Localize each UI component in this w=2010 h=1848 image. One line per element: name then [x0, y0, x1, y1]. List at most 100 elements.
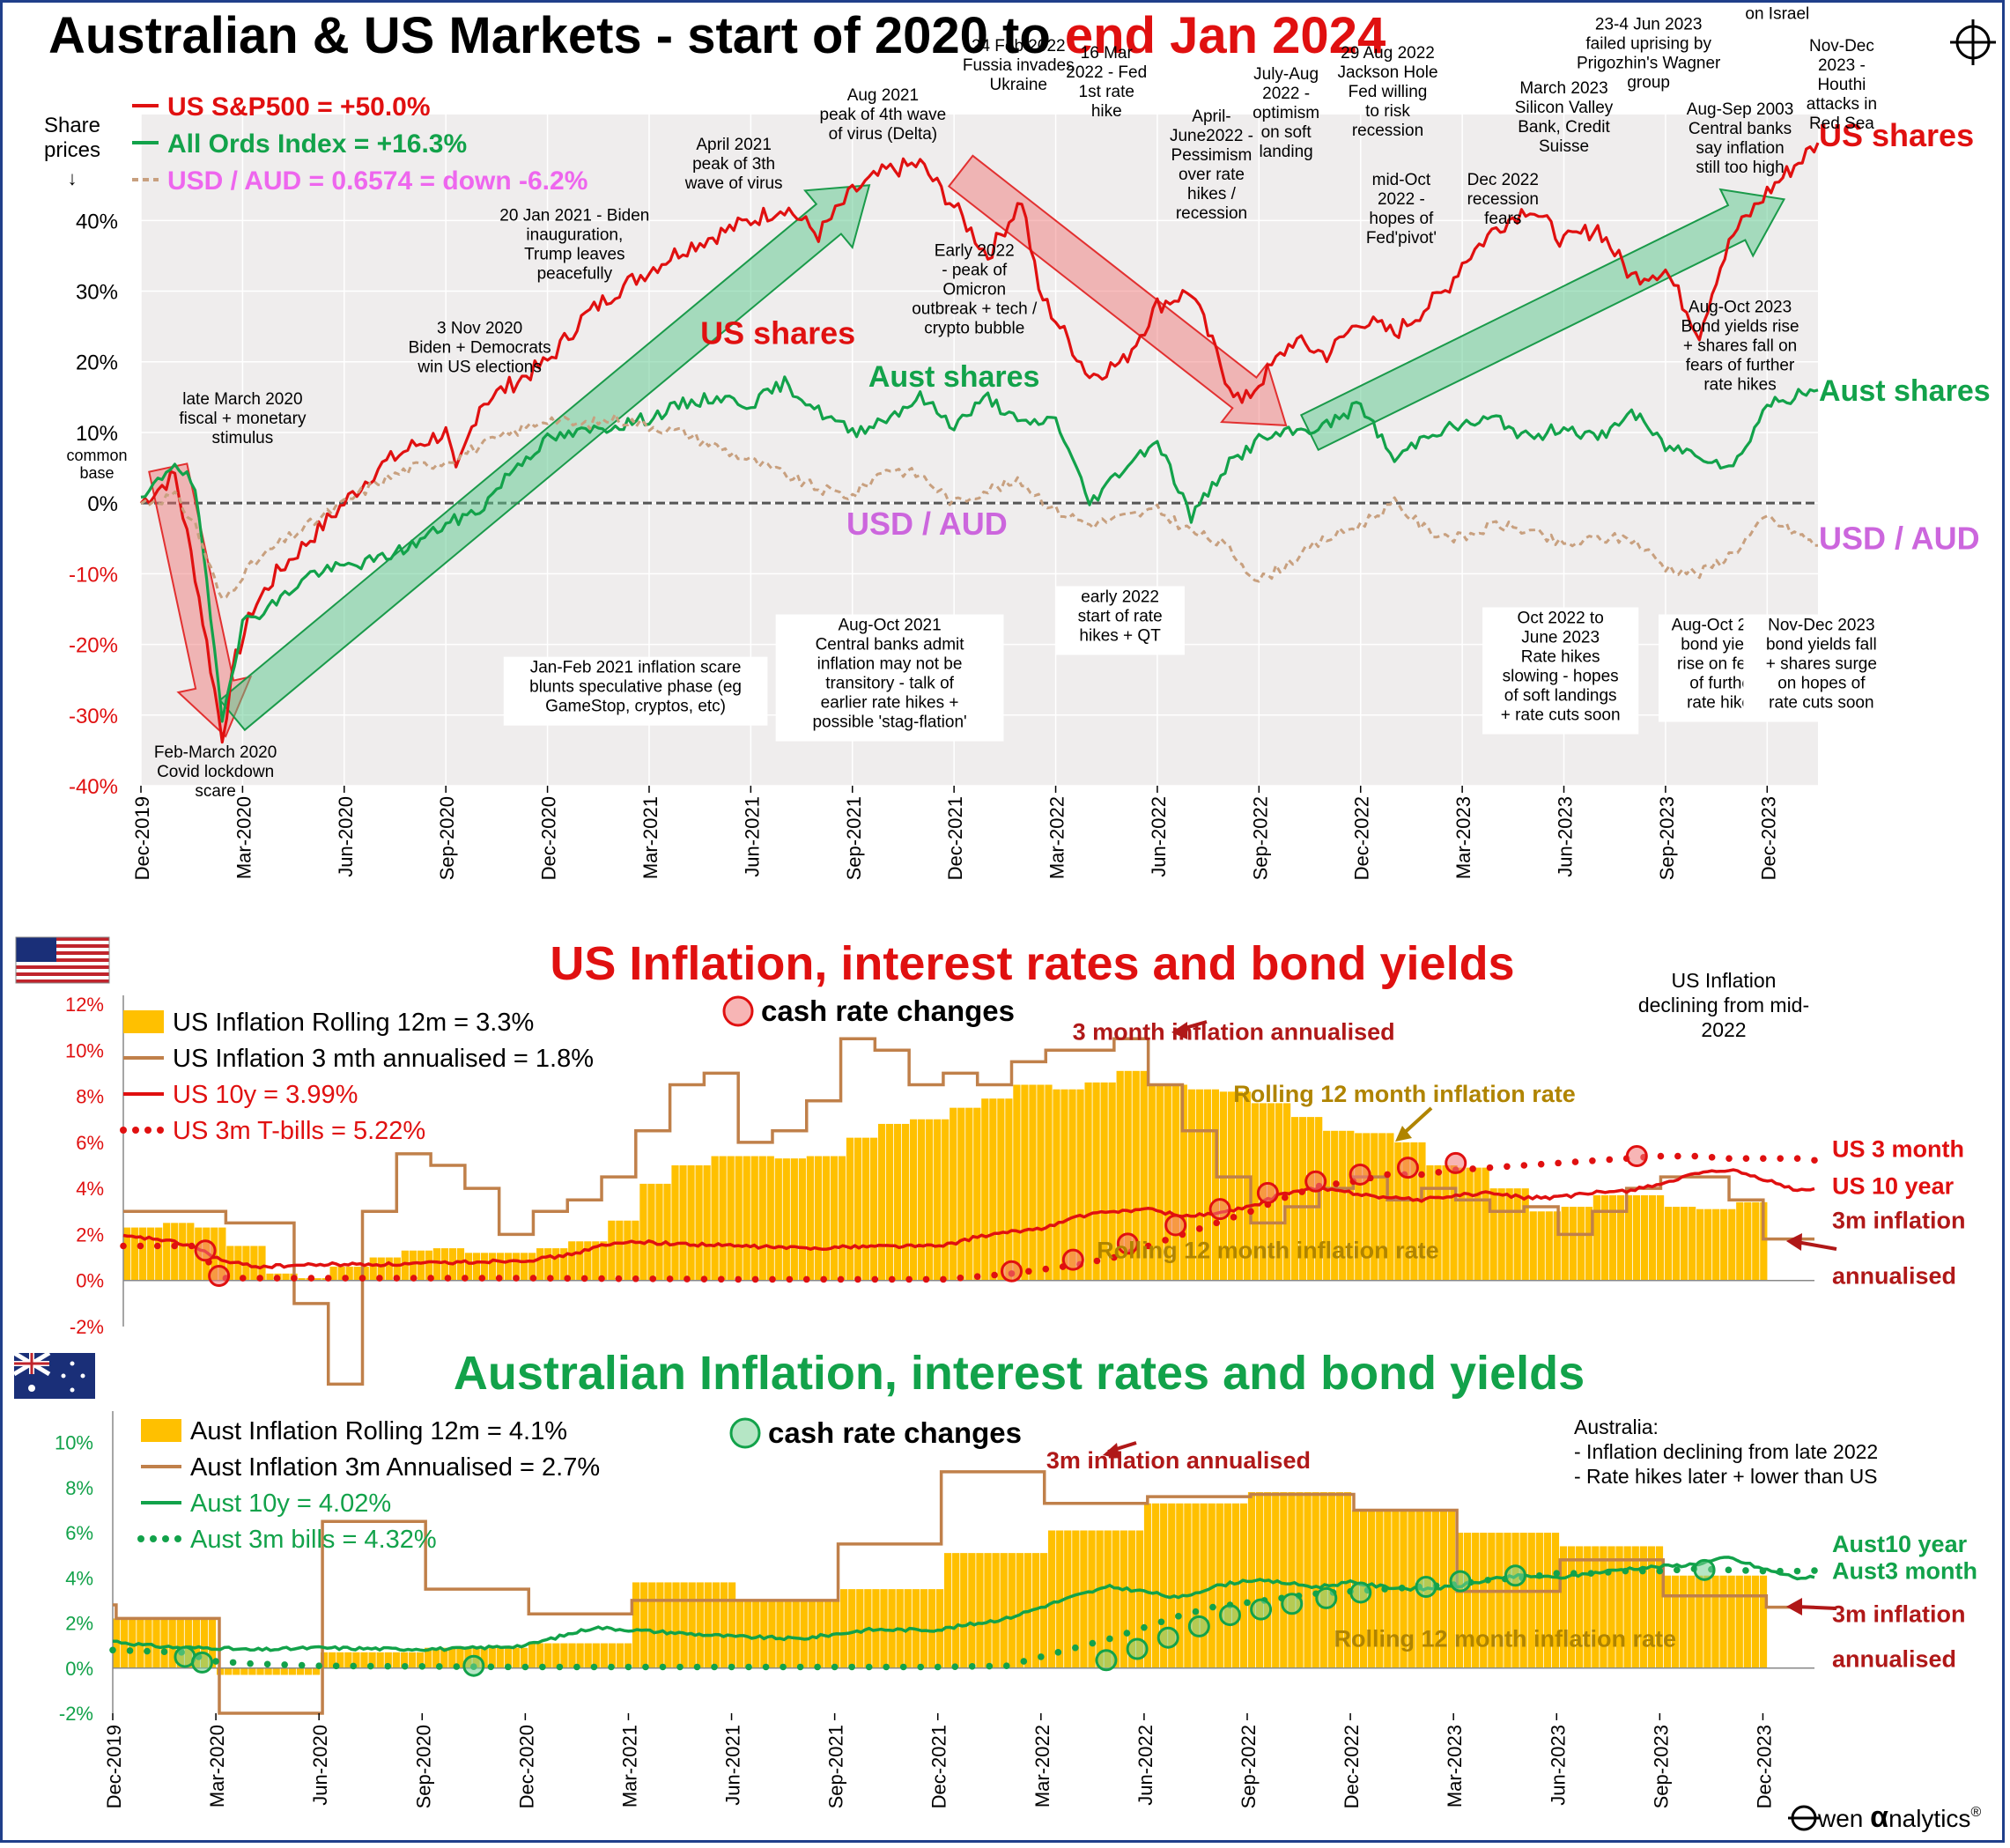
inflation-bar — [1080, 1530, 1088, 1668]
annotation-text: Aug-Oct 2021 — [838, 617, 941, 635]
inflation-bar — [266, 1273, 274, 1281]
rates-y-tick: 10% — [65, 1039, 104, 1061]
panel-label: Aust10 year — [1832, 1531, 1968, 1557]
inflation-3m-line — [113, 1470, 1814, 1715]
inflation-bar — [139, 1227, 147, 1281]
legend-label: Aust Inflation Rolling 12m = 4.1% — [190, 1417, 567, 1445]
inflation-bar — [727, 1156, 735, 1281]
inflation-bar — [1727, 1575, 1735, 1668]
bill-3m-dot — [1555, 1159, 1562, 1167]
inflation-bar — [488, 1647, 496, 1668]
inflation-bar — [663, 1183, 671, 1281]
inflation-bar — [1537, 1211, 1545, 1281]
inflation-bar — [1505, 1188, 1513, 1281]
inflation-bar — [839, 1589, 848, 1668]
inflation-bar — [1639, 1546, 1647, 1668]
inflation-bar — [448, 1647, 456, 1668]
bill-3m-dot — [521, 1663, 529, 1671]
inflation-bar — [869, 1137, 878, 1281]
annotation-text: slowing - hopes — [1503, 668, 1619, 686]
legend-label: All Ords Index = +16.3% — [167, 129, 467, 159]
inflation-bar — [1053, 1089, 1060, 1281]
inflation-bar — [592, 1241, 600, 1281]
inflation-bar — [1200, 1503, 1208, 1668]
annotation-text: Fed willing — [1349, 83, 1428, 101]
annotation-text: Fussia invades — [963, 56, 1075, 75]
bill-3m-dot — [745, 1663, 752, 1671]
inflation-bar — [671, 1165, 679, 1281]
markets-x-tick: Jun-2020 — [335, 796, 357, 877]
bill-3m-dot — [1606, 1156, 1614, 1164]
inflation-bar — [1192, 1503, 1200, 1668]
legend-swatch-dot — [157, 1127, 164, 1134]
inflation-bar — [838, 1156, 846, 1281]
bill-3m-dot — [986, 1662, 994, 1670]
annotation-text: 24 Feb 2022 — [972, 37, 1066, 55]
bill-3m-dot — [751, 1275, 759, 1283]
bill-3m-dot — [247, 1660, 254, 1667]
bill-3m-dot — [393, 1275, 401, 1282]
inflation-bar — [1576, 1546, 1584, 1668]
inflation-bar — [113, 1618, 121, 1668]
annotation-text: + shares fall on — [1683, 337, 1797, 356]
inflation-bar — [1371, 1133, 1378, 1281]
inflation-bar — [1275, 1103, 1283, 1281]
bill-3m-dot — [786, 1275, 794, 1283]
panel-note: declining from mid- — [1638, 994, 1809, 1016]
flag-star — [70, 1361, 75, 1366]
inflation-bar — [1474, 1167, 1482, 1281]
cash-rate-change-marker — [1625, 1145, 1648, 1168]
inflation-bar — [1671, 1575, 1680, 1668]
bill-3m-dot — [1793, 1155, 1801, 1162]
legend-label: Aust 10y = 4.02% — [190, 1489, 391, 1518]
bill-3m-dot — [1537, 1160, 1545, 1168]
inflation-bar — [336, 1652, 344, 1668]
cash-legend-label: cash rate changes — [768, 1416, 1022, 1449]
legend-swatch-dot — [162, 1535, 169, 1542]
cash-rate-change-marker — [1187, 1615, 1210, 1637]
inflation-bar — [1751, 1575, 1760, 1668]
annotation-text: on soft — [1261, 123, 1312, 142]
bill-3m-dot — [684, 1275, 691, 1283]
annotation-text: 2022 - — [1262, 85, 1310, 103]
inflation-bar — [1535, 1533, 1543, 1668]
annotation-text: Jan-Feb 2021 inflation scare — [530, 659, 742, 677]
inflation-bar — [1463, 1533, 1472, 1668]
inflation-bar — [1513, 1188, 1521, 1281]
markets-x-tick: Sep-2021 — [843, 796, 865, 880]
rates-x-tick: Dec-2023 — [1753, 1725, 1775, 1808]
inflation-bar — [648, 1582, 656, 1668]
inflation-bar — [888, 1589, 896, 1668]
inflation-bar — [1127, 1530, 1136, 1668]
bill-3m-dot — [427, 1275, 434, 1282]
bill-3m-dot — [1504, 1163, 1511, 1171]
inflation-bar — [1439, 1510, 1448, 1668]
inflation-bar — [1005, 1098, 1013, 1281]
inflation-bar — [942, 1119, 950, 1281]
bill-3m-dot — [1230, 1214, 1238, 1221]
inflation-bar — [1418, 1142, 1426, 1281]
annotation-text: crypto bubble — [924, 319, 1024, 337]
bill-3m-dot — [462, 1275, 469, 1282]
inflation-bar — [218, 1227, 226, 1281]
flag-stripe — [16, 972, 109, 976]
inflation-bar — [361, 1267, 369, 1281]
annotation-text: Aug-Sep 2003 — [1687, 100, 1794, 119]
annotation-text: Feb-March 2020 — [154, 743, 277, 762]
inflation-bar — [808, 1600, 816, 1668]
inflation-bar — [208, 1618, 217, 1668]
inflation-bar — [1672, 1207, 1681, 1281]
inflation-bar — [624, 1220, 632, 1281]
inflation-bar — [544, 1248, 552, 1281]
inflation-bar — [976, 1553, 984, 1668]
cash-rate-change-marker — [1445, 1151, 1467, 1174]
bill-3m-dot — [188, 1242, 196, 1250]
legend-swatch-dot — [120, 1127, 127, 1134]
bill-3m-dot — [883, 1663, 890, 1671]
annotation-text: Bond yields rise — [1681, 318, 1799, 336]
inflation-bar — [927, 1589, 936, 1668]
annotation-box — [1482, 607, 1639, 735]
flag-star — [70, 1387, 75, 1393]
bill-3m-dot — [1587, 1570, 1595, 1577]
inflation-bar — [1680, 1575, 1688, 1668]
